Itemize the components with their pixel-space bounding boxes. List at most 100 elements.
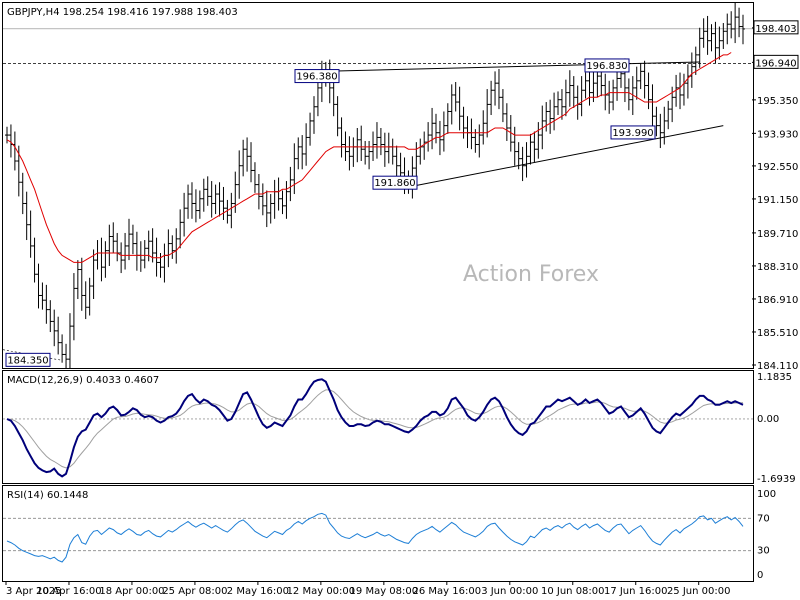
y-tick-label: 191.150 bbox=[757, 195, 798, 206]
price-bar bbox=[127, 218, 132, 261]
rsi-tick-label: 70 bbox=[757, 513, 770, 524]
price-bar bbox=[725, 13, 730, 45]
current-price-box bbox=[753, 20, 799, 35]
price-bar bbox=[134, 231, 139, 271]
price-bar bbox=[304, 123, 309, 166]
price-bar bbox=[182, 192, 187, 237]
annotation-box bbox=[584, 58, 630, 73]
x-tick-label: 10 Jun 08:00 bbox=[541, 586, 605, 597]
price-bar bbox=[99, 237, 104, 282]
macd-panel[interactable]: MACD(12,26,9) 0.4033 0.4607 bbox=[2, 370, 754, 484]
price-bar bbox=[504, 103, 509, 141]
price-bar bbox=[457, 86, 462, 131]
price-bar bbox=[56, 316, 61, 355]
price-bar bbox=[343, 131, 348, 162]
price-bar bbox=[272, 179, 277, 219]
rsi-chart[interactable]: RSI(14) 60.1448 bbox=[3, 486, 753, 581]
y-tick-label: 198.403 bbox=[757, 24, 798, 35]
price-bar bbox=[733, 3, 738, 44]
price-bar bbox=[138, 241, 143, 272]
price-bar bbox=[626, 78, 631, 111]
macd-line bbox=[6, 378, 744, 478]
price-bar bbox=[496, 69, 501, 110]
macd-chart[interactable]: MACD(12,26,9) 0.4033 0.4607 bbox=[3, 371, 753, 483]
price-bar bbox=[119, 242, 124, 274]
price-bar bbox=[189, 182, 194, 219]
x-tick-label: 17 Jun 16:00 bbox=[604, 586, 668, 597]
price-bar bbox=[221, 186, 226, 220]
price-bar bbox=[367, 140, 372, 170]
annotation-text: 196.380 bbox=[296, 72, 337, 83]
price-bar bbox=[571, 76, 576, 108]
price-bar bbox=[481, 110, 486, 145]
price-bar bbox=[75, 260, 80, 300]
price-bar bbox=[95, 240, 100, 270]
price-bar bbox=[705, 15, 710, 55]
annotation-label: 184.350 bbox=[5, 352, 51, 367]
level-price-box bbox=[753, 54, 799, 69]
price-bar bbox=[681, 73, 686, 106]
annotation-box bbox=[294, 69, 340, 84]
price-bar bbox=[437, 120, 442, 156]
rsi-tick-label: 0 bbox=[757, 570, 763, 581]
price-bar bbox=[146, 230, 151, 262]
price-bar bbox=[461, 106, 466, 139]
chart-header: GBPJPY,H4 198.254 198.416 197.988 198.40… bbox=[7, 7, 238, 18]
x-tick-label: 10 Apr 16:00 bbox=[36, 586, 101, 597]
price-bar bbox=[276, 177, 281, 211]
price-bar bbox=[418, 138, 423, 165]
price-bar bbox=[197, 190, 202, 219]
price-bar bbox=[638, 63, 643, 90]
price-bar bbox=[296, 137, 301, 170]
x-tick-label: 2 May 16:00 bbox=[227, 586, 289, 597]
price-bar bbox=[371, 131, 376, 162]
price-bar bbox=[493, 71, 498, 106]
price-bar bbox=[142, 240, 147, 269]
price-bar bbox=[201, 178, 206, 212]
price-bar bbox=[264, 190, 269, 228]
price-bar bbox=[28, 210, 33, 258]
price-bar bbox=[178, 209, 183, 249]
annotation-box bbox=[372, 175, 418, 190]
x-tick-label: 18 Apr 00:00 bbox=[99, 586, 164, 597]
price-bar bbox=[477, 124, 482, 158]
x-tick-label: 3 Apr 2025 bbox=[6, 586, 61, 597]
macd-title: MACD(12,26,9) 0.4033 0.4607 bbox=[7, 375, 159, 386]
price-bar bbox=[697, 27, 702, 68]
x-tick-label: 19 May 08:00 bbox=[350, 586, 419, 597]
price-bar bbox=[390, 138, 395, 165]
price-bar bbox=[229, 192, 234, 229]
price-bar bbox=[552, 92, 557, 131]
price-bar bbox=[36, 263, 41, 309]
price-bar bbox=[528, 133, 533, 165]
price-bar bbox=[544, 102, 549, 132]
price-bar bbox=[709, 24, 714, 52]
price-bar bbox=[217, 182, 222, 217]
x-tick-label: 25 Jun 00:00 bbox=[667, 586, 731, 597]
x-tick-label: 12 May 00:00 bbox=[287, 586, 356, 597]
rsi-panel[interactable]: RSI(14) 60.1448 bbox=[2, 485, 754, 582]
macd-tick-label: 0.00 bbox=[757, 414, 779, 425]
price-bar bbox=[520, 146, 525, 182]
price-bar bbox=[729, 11, 734, 39]
price-chart[interactable]: Action Forex GBPJPY,H4 198.254 198.416 19… bbox=[3, 3, 753, 368]
price-bar bbox=[607, 80, 612, 114]
annotation-label: 196.830 bbox=[584, 58, 630, 73]
price-bar bbox=[611, 79, 616, 111]
price-bar bbox=[693, 46, 698, 75]
price-bar bbox=[107, 224, 112, 266]
price-bar bbox=[186, 184, 191, 219]
price-bar bbox=[64, 343, 69, 368]
price-bar bbox=[209, 181, 214, 218]
price-bar bbox=[603, 73, 608, 111]
price-bar bbox=[579, 76, 584, 117]
price-chart-panel[interactable]: Action Forex GBPJPY,H4 198.254 198.416 19… bbox=[2, 2, 754, 369]
price-bar bbox=[300, 135, 305, 170]
price-bar bbox=[193, 189, 198, 223]
upper-trendline bbox=[321, 61, 700, 72]
price-bar bbox=[123, 232, 128, 270]
price-bar bbox=[532, 131, 537, 163]
price-bar bbox=[359, 125, 364, 162]
annotation-text: 191.860 bbox=[374, 178, 415, 189]
price-bar bbox=[288, 166, 293, 202]
